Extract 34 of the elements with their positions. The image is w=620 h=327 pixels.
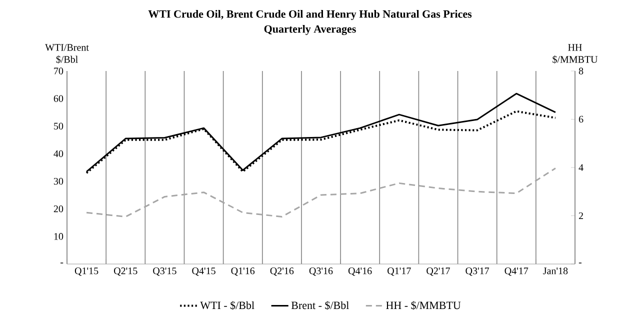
x-tick-label: Q3'17 xyxy=(466,268,490,276)
x-tick-label: Q3'16 xyxy=(309,268,333,276)
x-tick-label: Q1'15 xyxy=(74,268,98,276)
chart-title: WTI Crude Oil, Brent Crude Oil and Henry Hub Natural Gas Prices xyxy=(148,10,472,20)
x-tick-label: Jan'18 xyxy=(543,268,568,274)
x-tick-label: Q2'16 xyxy=(270,268,294,276)
x-tick-label: Q4'15 xyxy=(192,268,216,276)
x-tick-label: Q1'16 xyxy=(231,268,255,276)
y-tick-label: 30 xyxy=(54,178,64,185)
y-tick-label: 70 xyxy=(54,68,64,74)
x-tick-label: Q3'15 xyxy=(153,268,176,276)
x-tick-label: Q1'17 xyxy=(388,268,411,276)
y2-tick-label: 2 xyxy=(578,212,583,220)
y2-tick-label: 6 xyxy=(578,116,584,123)
y-axis-title: WTI/Brent $/Bbl xyxy=(45,44,89,64)
legend-label: WTI - $/Bbl xyxy=(200,301,254,310)
chart-subtitle: Quarterly Averages xyxy=(264,24,356,36)
x-tick-label: Q4'16 xyxy=(348,268,372,276)
y-tick-label: 10 xyxy=(54,233,64,240)
legend-label: HH - $/MMBTU xyxy=(386,301,461,310)
y-tick-label: 50 xyxy=(54,122,64,130)
line-series xyxy=(86,167,556,218)
y2-axis-title: HH $/MMBTU xyxy=(552,44,598,64)
legend-label: Brent - $/Bbl xyxy=(291,301,349,310)
y2-tick-label: 4 xyxy=(578,164,584,171)
y2-tick-label: 8 xyxy=(578,68,584,74)
x-tick-label: Q4'17 xyxy=(504,268,528,276)
y-tick-label: 20 xyxy=(54,205,64,212)
y2-tick-label: - xyxy=(578,262,582,264)
y-tick-label: - xyxy=(60,262,64,264)
y-tick-label: 60 xyxy=(54,95,64,102)
y-tick-label: 40 xyxy=(54,150,64,158)
x-tick-label: Q2'17 xyxy=(426,268,450,276)
x-tick-label: Q2'15 xyxy=(114,268,138,276)
